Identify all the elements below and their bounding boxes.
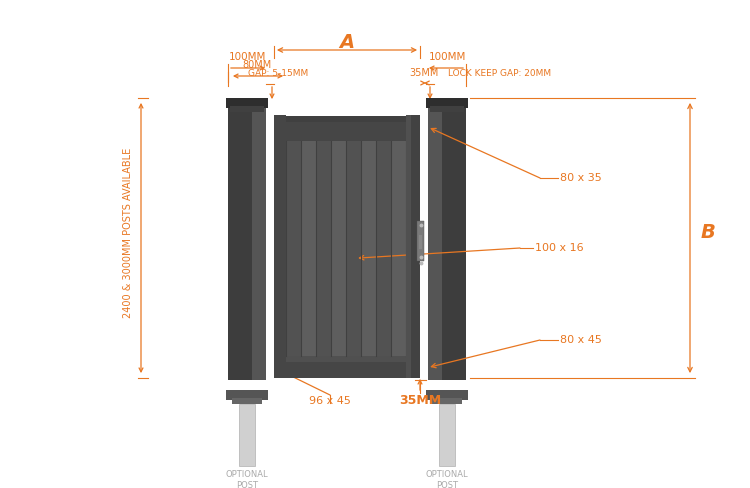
- Bar: [391, 141, 406, 356]
- Bar: [430, 106, 464, 112]
- Text: 2400 & 3000MM POSTS AVAILABLE: 2400 & 3000MM POSTS AVAILABLE: [123, 148, 133, 318]
- Bar: [274, 116, 420, 122]
- Bar: [439, 404, 455, 466]
- Text: 100MM: 100MM: [228, 52, 266, 62]
- Bar: [232, 398, 262, 404]
- Bar: [376, 141, 391, 356]
- Text: 80MM: 80MM: [242, 60, 272, 70]
- Text: B: B: [701, 224, 715, 243]
- Bar: [274, 356, 420, 378]
- Text: A: A: [340, 33, 355, 52]
- Bar: [419, 235, 422, 248]
- Text: LOCK KEEP GAP: 20MM: LOCK KEEP GAP: 20MM: [448, 69, 551, 78]
- Bar: [331, 141, 346, 356]
- Bar: [274, 121, 420, 141]
- Text: 35MM: 35MM: [399, 394, 441, 407]
- Bar: [346, 141, 361, 356]
- Bar: [361, 141, 376, 356]
- Bar: [406, 115, 411, 378]
- Bar: [286, 141, 301, 356]
- Bar: [286, 141, 406, 356]
- Text: GAP: 5-15MM: GAP: 5-15MM: [248, 69, 308, 78]
- Text: 80 x 35: 80 x 35: [560, 173, 602, 183]
- Bar: [226, 390, 268, 400]
- Text: 100 x 16: 100 x 16: [535, 243, 584, 253]
- Bar: [426, 98, 468, 108]
- Bar: [301, 141, 316, 356]
- Text: 35MM: 35MM: [410, 68, 439, 78]
- Bar: [252, 108, 266, 380]
- Bar: [428, 108, 466, 380]
- Bar: [239, 404, 255, 466]
- Bar: [228, 108, 266, 380]
- Bar: [316, 141, 331, 356]
- Bar: [432, 398, 462, 404]
- Text: OPTIONAL
POST: OPTIONAL POST: [426, 470, 468, 488]
- Bar: [417, 221, 424, 261]
- Text: 100MM: 100MM: [428, 52, 466, 62]
- Bar: [274, 115, 286, 378]
- Text: 80 x 45: 80 x 45: [560, 335, 602, 345]
- Bar: [226, 98, 268, 108]
- Bar: [274, 356, 420, 362]
- Bar: [428, 108, 442, 380]
- Text: 96 x 45: 96 x 45: [309, 396, 351, 406]
- Text: OPTIONAL
POST: OPTIONAL POST: [226, 470, 268, 488]
- Bar: [230, 106, 264, 112]
- Bar: [426, 390, 468, 400]
- Bar: [406, 115, 420, 378]
